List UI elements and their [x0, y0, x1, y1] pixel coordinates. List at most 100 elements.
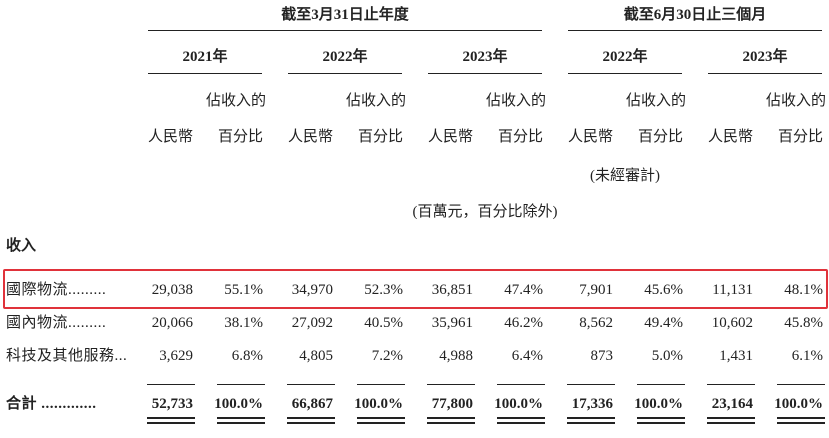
rule: [147, 417, 195, 419]
year-header: 2023年: [742, 49, 788, 65]
cell: 55.1%: [224, 282, 263, 298]
rule: [637, 422, 685, 424]
section-label: 收入: [6, 238, 37, 254]
cell: 1,431: [719, 348, 753, 364]
rule: [287, 384, 335, 385]
cell: 7,901: [579, 282, 613, 298]
col-pct: 佔收入的: [205, 93, 266, 109]
rule: [217, 384, 265, 385]
rule: [288, 73, 402, 74]
cell: 47.4%: [504, 282, 543, 298]
cell: 34,970: [291, 282, 333, 298]
col-pct: 百分比: [217, 129, 263, 145]
cell: 52.3%: [364, 282, 403, 298]
rule: [427, 417, 475, 419]
cell: 7.2%: [371, 348, 403, 364]
col-pct: 百分比: [357, 129, 403, 145]
cell: 40.5%: [364, 315, 403, 331]
year-header: 2023年: [462, 49, 508, 65]
cell: 10,602: [711, 315, 753, 331]
cell: 45.8%: [784, 315, 823, 331]
col-pct: 佔收入的: [625, 93, 686, 109]
rule: [567, 384, 615, 385]
rule: [357, 384, 405, 385]
row-label: 國際物流.........: [6, 282, 107, 298]
total-cell: 17,336: [571, 396, 613, 412]
cell: 6.8%: [231, 348, 263, 364]
row-label: 科技及其他服務...: [6, 348, 128, 364]
total-cell: 52,733: [151, 396, 193, 412]
cell: 5.0%: [651, 348, 683, 364]
cell: 20,066: [151, 315, 193, 331]
cell: 27,092: [291, 315, 333, 331]
year-header: 2021年: [182, 49, 228, 65]
rule: [147, 384, 195, 385]
unaudited-note: (未經審計): [590, 168, 660, 184]
rule: [357, 422, 405, 424]
year-header: 2022年: [602, 49, 648, 65]
rule: [497, 384, 545, 385]
cell: 6.1%: [791, 348, 823, 364]
rule: [147, 422, 195, 424]
rule: [287, 417, 335, 419]
group-header: 截至6月30日止三個月: [623, 7, 767, 23]
rule: [637, 417, 685, 419]
rule: [637, 384, 685, 385]
rule: [777, 422, 825, 424]
total-cell: 100.0%: [774, 396, 823, 412]
cell: 4,805: [299, 348, 333, 364]
rule: [568, 30, 822, 31]
col-pct: 百分比: [497, 129, 543, 145]
col-rmb: 人民幣: [567, 129, 613, 145]
cell: 35,961: [431, 315, 473, 331]
cell: 8,562: [579, 315, 613, 331]
cell: 3,629: [159, 348, 193, 364]
cell: 49.4%: [644, 315, 683, 331]
rule: [357, 417, 405, 419]
row-label: 國內物流.........: [6, 315, 107, 331]
cell: 6.4%: [511, 348, 543, 364]
unit-note: (百萬元，百分比除外): [412, 204, 558, 220]
rule: [567, 417, 615, 419]
col-rmb: 人民幣: [707, 129, 753, 145]
rule: [427, 422, 475, 424]
cell: 48.1%: [784, 282, 823, 298]
rule: [148, 73, 262, 74]
rule: [497, 417, 545, 419]
year-header: 2022年: [322, 49, 368, 65]
rule: [287, 422, 335, 424]
rule: [427, 384, 475, 385]
total-cell: 100.0%: [354, 396, 403, 412]
cell: 36,851: [431, 282, 473, 298]
cell: 4,988: [439, 348, 473, 364]
rule: [148, 30, 542, 31]
cell: 38.1%: [224, 315, 263, 331]
cell: 11,131: [712, 282, 753, 298]
rule: [217, 422, 265, 424]
cell: 29,038: [151, 282, 193, 298]
col-pct: 百分比: [637, 129, 683, 145]
highlight-box: [3, 269, 828, 309]
total-cell: 23,164: [711, 396, 753, 412]
col-rmb: 人民幣: [287, 129, 333, 145]
total-cell: 77,800: [431, 396, 473, 412]
col-pct: 佔收入的: [485, 93, 546, 109]
cell: 46.2%: [504, 315, 543, 331]
col-rmb: 人民幣: [427, 129, 473, 145]
cell: 45.6%: [644, 282, 683, 298]
rule: [777, 417, 825, 419]
total-label: 合計 .............: [6, 396, 97, 412]
rule: [428, 73, 542, 74]
group-header: 截至3月31日止年度: [281, 7, 409, 23]
rule: [707, 384, 755, 385]
rule: [707, 417, 755, 419]
rule: [708, 73, 822, 74]
rule: [567, 422, 615, 424]
rule: [217, 417, 265, 419]
col-pct: 百分比: [777, 129, 823, 145]
col-rmb: 人民幣: [147, 129, 193, 145]
rule: [568, 73, 682, 74]
total-cell: 100.0%: [494, 396, 543, 412]
total-cell: 100.0%: [634, 396, 683, 412]
